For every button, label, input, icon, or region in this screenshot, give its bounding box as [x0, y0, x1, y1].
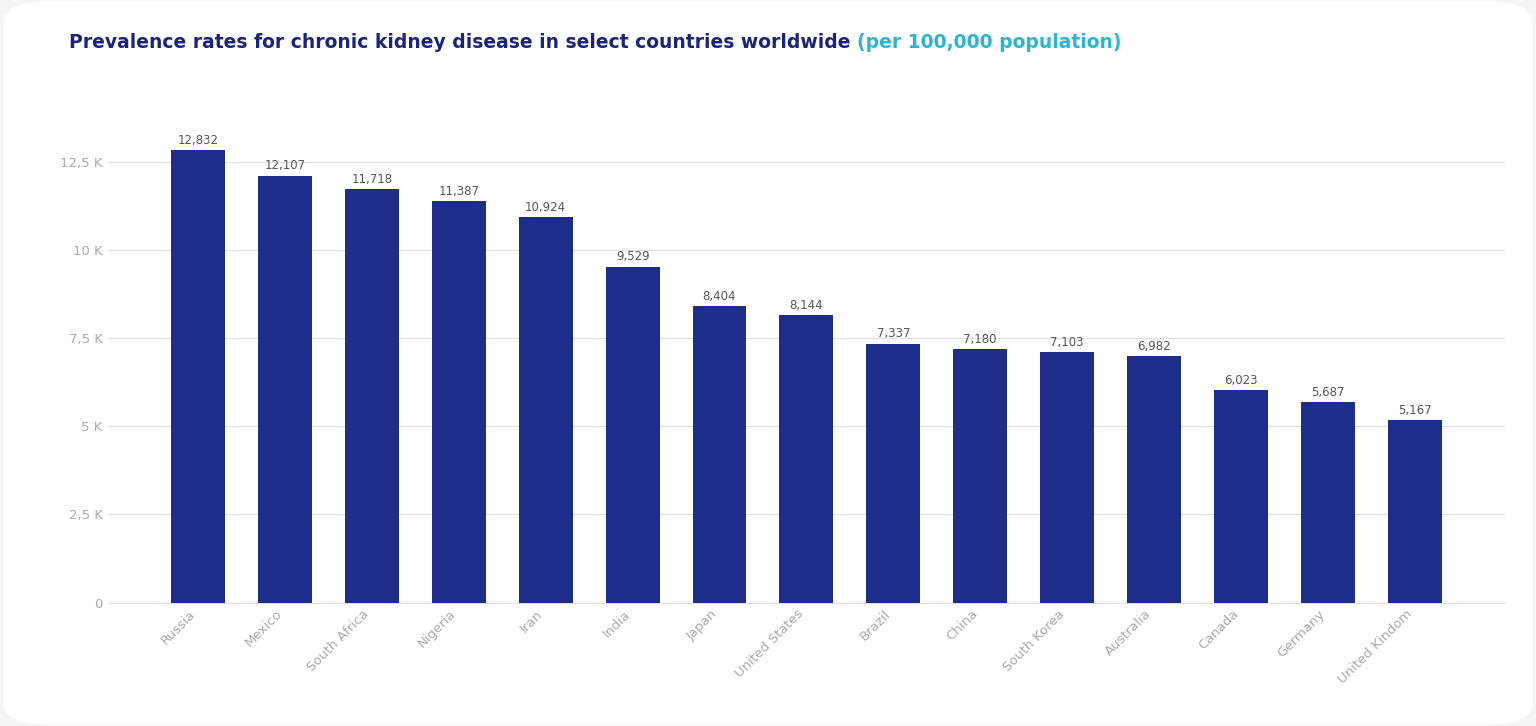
- Text: 8,144: 8,144: [790, 299, 823, 312]
- Text: 6,982: 6,982: [1137, 340, 1170, 353]
- Bar: [954, 349, 1008, 603]
- Text: 7,103: 7,103: [1051, 335, 1084, 348]
- Bar: [258, 176, 312, 603]
- Bar: [605, 266, 659, 603]
- Text: 10,924: 10,924: [525, 201, 567, 214]
- Bar: [170, 150, 224, 603]
- Bar: [1040, 352, 1094, 603]
- Bar: [866, 344, 920, 603]
- Text: 7,180: 7,180: [963, 333, 997, 346]
- Text: 9,529: 9,529: [616, 250, 650, 263]
- Bar: [779, 315, 834, 603]
- Bar: [519, 217, 573, 603]
- Bar: [346, 189, 399, 603]
- Text: 5,687: 5,687: [1312, 386, 1344, 399]
- Text: 6,023: 6,023: [1224, 374, 1258, 387]
- Bar: [693, 306, 746, 603]
- Text: 7,337: 7,337: [877, 327, 909, 340]
- Bar: [432, 201, 485, 603]
- Bar: [1213, 390, 1267, 603]
- Bar: [1389, 420, 1442, 603]
- Text: 12,832: 12,832: [178, 134, 218, 147]
- Bar: [1301, 402, 1355, 603]
- Bar: [1127, 356, 1181, 603]
- Text: 5,167: 5,167: [1398, 404, 1432, 417]
- Text: 8,404: 8,404: [703, 290, 736, 303]
- Text: 11,718: 11,718: [352, 173, 392, 186]
- Text: (per 100,000 population): (per 100,000 population): [857, 33, 1121, 52]
- Text: Prevalence rates for chronic kidney disease in select countries worldwide: Prevalence rates for chronic kidney dise…: [69, 33, 857, 52]
- Text: 11,387: 11,387: [438, 184, 479, 197]
- FancyBboxPatch shape: [3, 1, 1533, 725]
- Text: 12,107: 12,107: [264, 159, 306, 172]
